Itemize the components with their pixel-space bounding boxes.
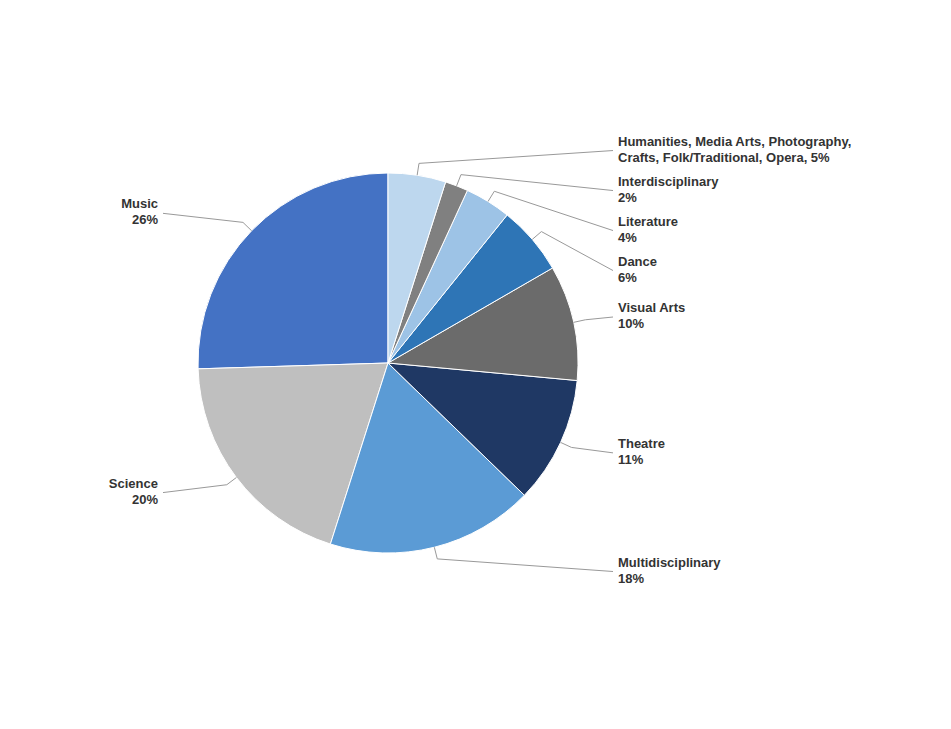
- svg-text:Visual Arts10%: Visual Arts10%: [618, 300, 685, 331]
- svg-text:Multidisciplinary18%: Multidisciplinary18%: [618, 555, 721, 586]
- svg-text:Literature4%: Literature4%: [618, 214, 678, 245]
- svg-text:Interdisciplinary2%: Interdisciplinary2%: [618, 174, 719, 205]
- svg-text:Science20%: Science20%: [109, 476, 159, 507]
- svg-text:Music26%: Music26%: [121, 197, 158, 228]
- svg-text:Dance6%: Dance6%: [618, 254, 657, 285]
- svg-text:Theatre11%: Theatre11%: [618, 436, 665, 467]
- svg-text:Humanities, Media Arts, Photog: Humanities, Media Arts, Photography,Craf…: [618, 134, 851, 165]
